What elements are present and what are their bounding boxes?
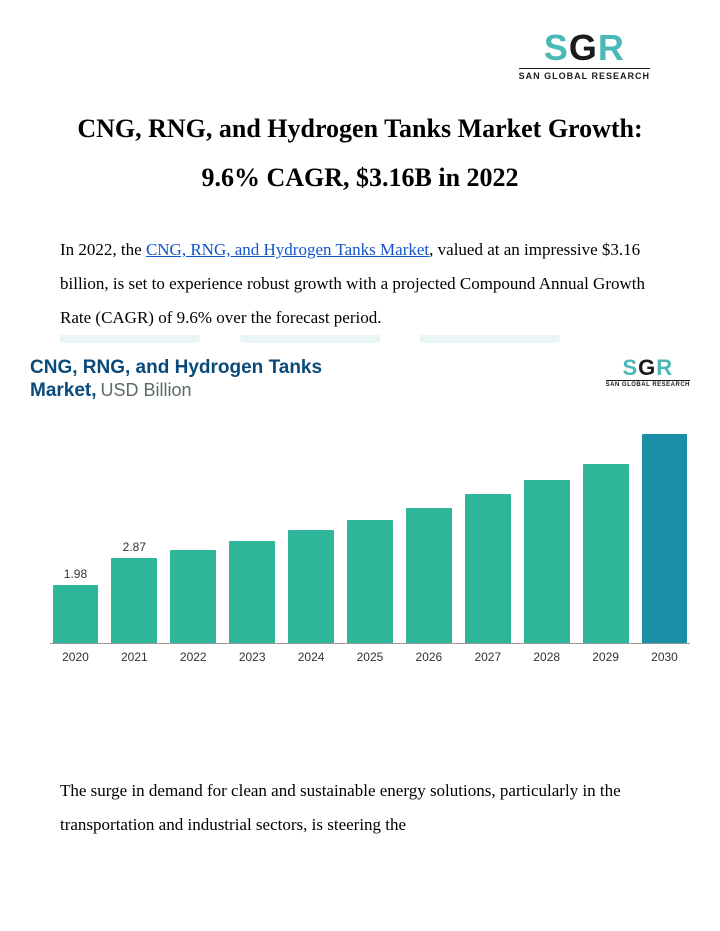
chart-bar [465,494,511,644]
x-axis-label: 2022 [168,650,219,664]
x-axis-label: 2028 [521,650,572,664]
body-paragraph-2: The surge in demand for clean and sustai… [60,774,660,842]
chart-x-labels: 2020 2021 2022 2023 2024 2025 2026 2027 2028 2029… [0,644,720,664]
intro-paragraph: In 2022, the CNG, RNG, and Hydrogen Tank… [60,233,660,335]
bar-value-label: 1.98 [64,567,87,581]
x-axis-label: 2025 [345,650,396,664]
sgr-logo: SGR SAN GLOBAL RESEARCH [519,30,650,81]
market-link[interactable]: CNG, RNG, and Hydrogen Tanks Market [146,240,429,259]
bar-slot [345,520,396,645]
chart-x-axis [50,643,690,644]
x-axis-label: 2024 [286,650,337,664]
x-axis-label: 2029 [580,650,631,664]
chart-bar [583,464,629,644]
bar-value-label: 2.87 [123,540,146,554]
chart-unit: USD Billion [101,380,192,400]
x-axis-label: 2023 [227,650,278,664]
bar-slot [168,550,219,645]
chart-title-line2: Market, [30,380,97,401]
chart-title-box: CNG, RNG, and Hydrogen Tanks Market, USD… [30,357,322,403]
bar-slot: 1.98 [50,585,101,644]
bar-slot [227,541,278,645]
chart-bar [524,480,570,644]
chart-bars: 1.982.87 [50,434,690,644]
chart-bar [347,520,393,645]
chart-bar [406,508,452,645]
chart-bar [53,585,99,644]
x-axis-label: 2020 [50,650,101,664]
page-title: CNG, RNG, and Hydrogen Tanks Market Grow… [60,104,660,203]
intro-text-a: In 2022, the [60,240,146,259]
chart-title-line1: CNG, RNG, and Hydrogen Tanks [30,357,322,380]
bar-slot [403,508,454,645]
x-axis-label: 2027 [462,650,513,664]
logo-tagline: SAN GLOBAL RESEARCH [519,68,650,81]
chart-logo-tagline: SAN GLOBAL RESEARCH [606,380,690,388]
spacer [60,664,660,774]
market-chart: CNG, RNG, and Hydrogen Tanks Market, USD… [0,349,720,665]
x-axis-label: 2030 [639,650,690,664]
chart-header: CNG, RNG, and Hydrogen Tanks Market, USD… [0,349,720,415]
decorative-tabs [0,335,720,343]
x-axis-label: 2026 [403,650,454,664]
chart-bar [111,558,157,644]
chart-bar [642,434,688,644]
chart-logo-text: SGR [606,357,690,379]
chart-bar [229,541,275,645]
bar-slot [639,434,690,644]
chart-bar [288,530,334,644]
bar-slot [521,480,572,644]
bar-slot [462,494,513,644]
chart-logo: SGR SAN GLOBAL RESEARCH [606,357,690,388]
bar-slot [580,464,631,644]
header-logo-container: SGR SAN GLOBAL RESEARCH [60,30,660,84]
chart-plot-area: 1.982.87 [0,414,720,644]
bar-slot: 2.87 [109,558,160,644]
logo-text: SGR [519,30,650,66]
bar-slot [286,530,337,644]
chart-bar [170,550,216,645]
x-axis-label: 2021 [109,650,160,664]
